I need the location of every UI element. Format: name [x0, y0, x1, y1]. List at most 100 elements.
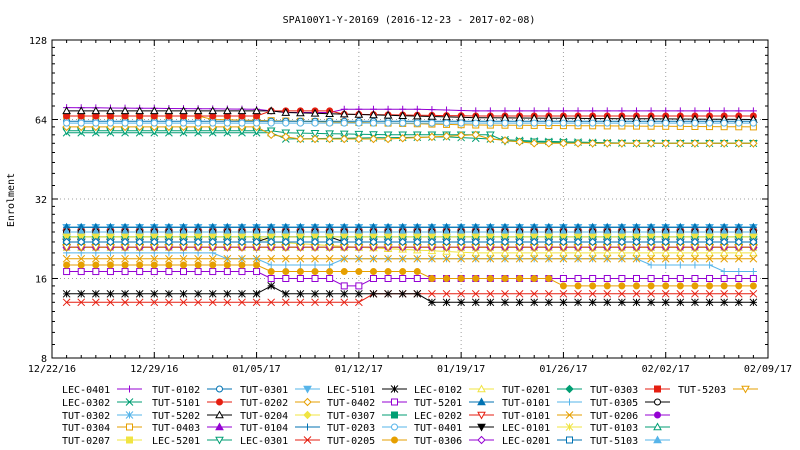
data-point: [559, 298, 568, 307]
data-point: [618, 119, 626, 127]
legend-marker: [126, 385, 133, 393]
data-point: [135, 289, 144, 298]
data-point: [354, 233, 364, 242]
data-point: [266, 237, 276, 247]
series-markers: [62, 104, 758, 307]
data-point: [530, 254, 539, 263]
legend-marker: [653, 435, 662, 444]
data-point: [194, 119, 202, 127]
data-point: [559, 139, 568, 148]
data-point: [223, 289, 232, 298]
data-point: [136, 119, 144, 127]
data-point: [121, 261, 129, 269]
legend-label: TUT-0305: [590, 398, 638, 409]
data-point: [632, 298, 641, 307]
data-point: [325, 237, 334, 247]
data-point: [734, 237, 743, 247]
data-point: [544, 237, 554, 247]
data-point: [179, 237, 188, 247]
data-point: [618, 298, 626, 307]
data-point: [252, 233, 261, 242]
legend-entry: LEC-5101: [327, 385, 407, 396]
data-point: [369, 254, 378, 263]
data-point: [705, 237, 714, 247]
data-point: [384, 119, 392, 127]
data-point: [486, 289, 495, 298]
data-point: [326, 268, 334, 276]
data-point: [676, 275, 684, 282]
data-point: [501, 298, 509, 307]
legend-label: TUT-0403: [152, 423, 200, 434]
data-point: [296, 254, 305, 263]
data-point: [471, 298, 480, 307]
data-point: [647, 282, 655, 290]
legend-marker: [391, 398, 398, 406]
data-point: [589, 275, 597, 282]
legend-label: TUT-5201: [414, 398, 462, 409]
legend-marker: [125, 411, 134, 419]
data-point: [530, 119, 538, 127]
data-point: [428, 119, 436, 127]
data-point: [296, 268, 304, 276]
data-point: [252, 254, 261, 263]
legend-marker: [653, 422, 662, 431]
data-point: [456, 233, 466, 242]
data-point: [515, 298, 524, 307]
data-point: [121, 268, 129, 276]
legend-marker: [216, 398, 223, 406]
data-point: [63, 268, 71, 276]
data-point: [705, 254, 714, 263]
legend-marker: [215, 436, 224, 445]
data-point: [311, 289, 319, 298]
data-point: [706, 261, 714, 269]
data-point: [515, 254, 524, 263]
data-point: [77, 298, 86, 307]
data-point: [267, 119, 275, 127]
legend-label: TUT-0104: [240, 423, 288, 434]
legend-entry: TUT-0201: [502, 384, 582, 396]
data-point: [573, 233, 583, 242]
data-point: [676, 298, 685, 307]
data-point: [208, 233, 218, 242]
legend-label: TUT-5202: [152, 411, 200, 422]
data-point: [413, 105, 421, 113]
data-point: [428, 275, 436, 282]
data-point: [354, 109, 364, 118]
x-tick-label: 01/26/17: [539, 364, 587, 375]
legend-marker: [654, 398, 661, 406]
data-point: [62, 106, 71, 115]
data-point: [106, 298, 115, 307]
legend-label: TUT-5103: [590, 436, 638, 447]
data-point: [120, 237, 130, 247]
data-point: [603, 275, 611, 282]
data-point: [456, 237, 466, 247]
data-point: [544, 298, 553, 307]
data-point: [719, 248, 729, 257]
data-point: [62, 289, 71, 298]
data-point: [340, 254, 349, 263]
data-point: [165, 254, 173, 263]
legend-marker: [390, 385, 399, 393]
x-tick-label: 01/05/17: [232, 364, 280, 375]
data-point: [705, 139, 714, 148]
data-point: [442, 298, 451, 307]
legend-marker: [303, 436, 312, 444]
data-point: [661, 237, 670, 247]
data-point: [135, 298, 144, 307]
data-point: [457, 275, 465, 282]
legend-entry: TUT-0305: [590, 398, 670, 409]
data-point: [369, 119, 377, 127]
legend-marker: [391, 423, 398, 431]
data-point: [442, 289, 451, 298]
data-point: [296, 298, 305, 307]
data-point: [339, 109, 349, 118]
data-point: [282, 119, 290, 127]
legend-entry: LEC-0401: [62, 385, 142, 396]
data-point: [675, 233, 685, 242]
data-point: [662, 282, 670, 290]
legend-entry: TUT-0303: [590, 385, 670, 396]
data-point: [355, 254, 363, 263]
data-point: [325, 298, 334, 307]
data-point: [603, 237, 612, 247]
data-point: [340, 237, 349, 247]
